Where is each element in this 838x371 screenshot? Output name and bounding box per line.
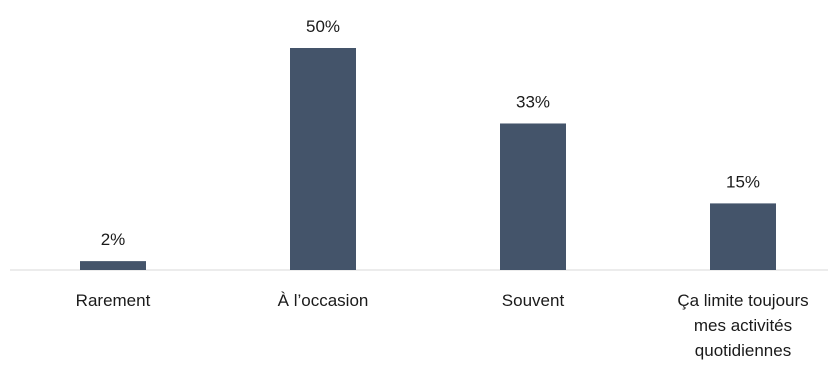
data-labels-group: 2% 50% 33% 15%	[101, 17, 760, 249]
category-label-3-line-1: Souvent	[502, 291, 565, 310]
bar-3	[500, 123, 566, 270]
category-label-1: Rarement	[76, 291, 151, 310]
category-label-2: À l’occasion	[278, 291, 369, 310]
data-label-2: 50%	[306, 17, 340, 36]
bars-group	[80, 48, 776, 270]
category-label-4-line-1: Ça limite toujours	[677, 291, 808, 310]
category-label-4-line-3: quotidiennes	[695, 341, 791, 360]
category-label-4: Ça limite toujours mes activités quotidien…	[677, 291, 808, 360]
category-label-2-line-1: À l’occasion	[278, 291, 369, 310]
category-labels-group: Rarement À l’occasion Souvent Ça limite tou…	[76, 291, 809, 360]
bar-1	[80, 261, 146, 270]
data-label-3: 33%	[516, 92, 550, 111]
bar-2	[290, 48, 356, 270]
bar-4	[710, 203, 776, 270]
data-label-4: 15%	[726, 172, 760, 191]
category-label-4-line-2: mes activités	[694, 316, 792, 335]
category-label-3: Souvent	[502, 291, 565, 310]
category-label-1-line-1: Rarement	[76, 291, 151, 310]
data-label-1: 2%	[101, 230, 126, 249]
